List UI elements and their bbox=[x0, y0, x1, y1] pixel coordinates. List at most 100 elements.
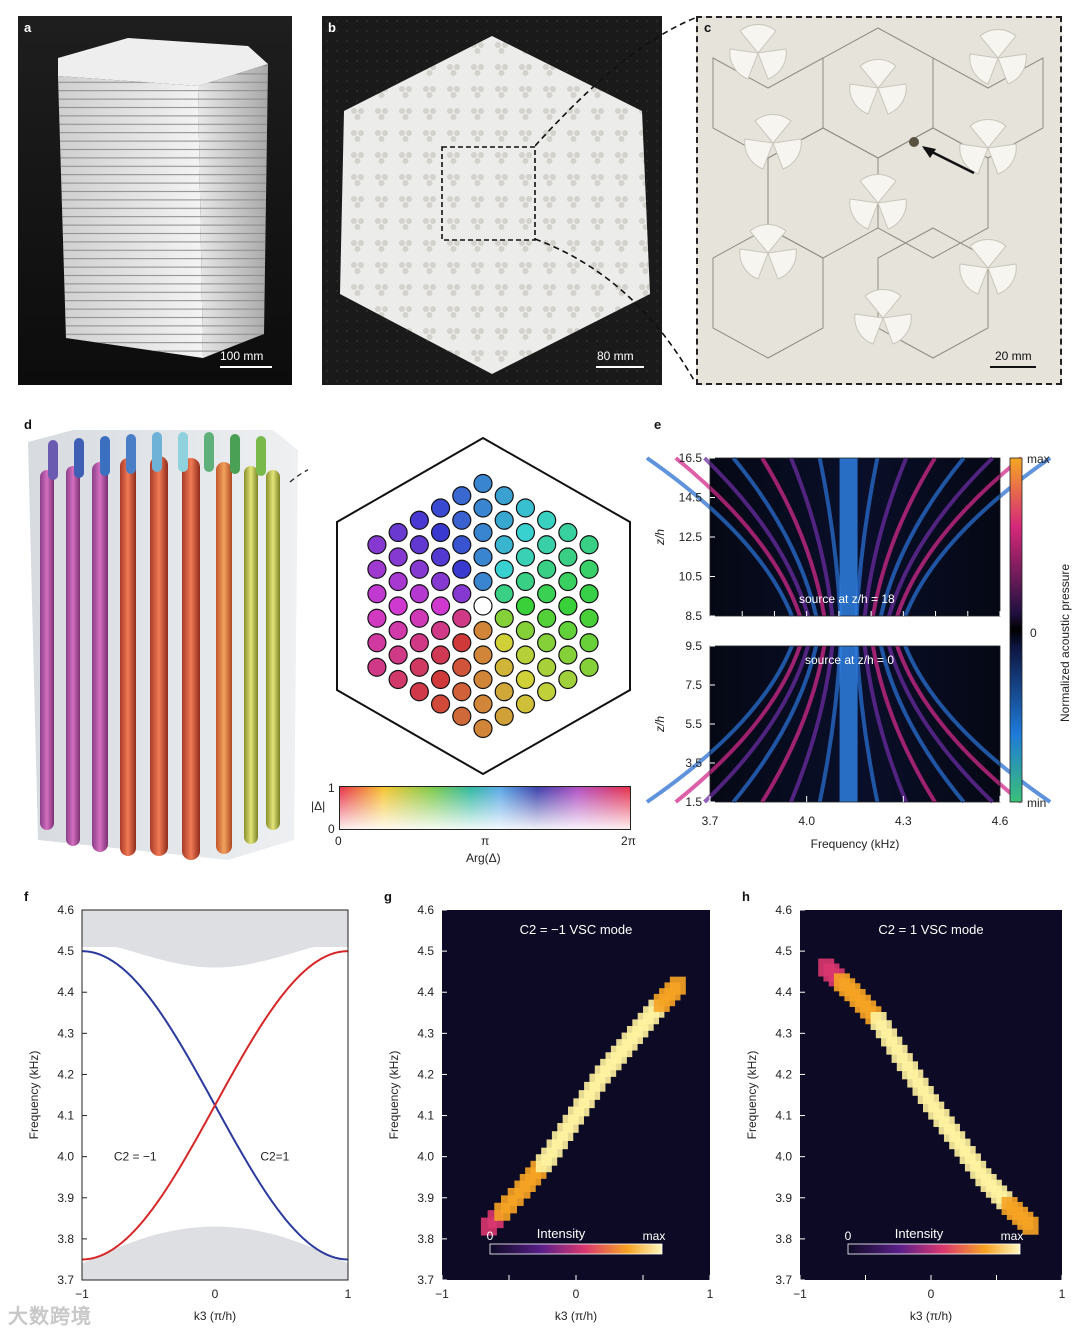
xtick-label: −1 bbox=[435, 1287, 449, 1301]
phase-dot bbox=[579, 633, 599, 653]
panel-label-b: b bbox=[328, 20, 336, 35]
ytick-label: 3.9 bbox=[417, 1191, 434, 1205]
pressure-fringe bbox=[731, 645, 819, 804]
xtick-label: −1 bbox=[793, 1287, 807, 1301]
pressure-fringe bbox=[854, 457, 880, 617]
phase-dot bbox=[452, 706, 472, 726]
phase-dot bbox=[430, 596, 451, 616]
phase-dot bbox=[494, 682, 514, 702]
phase-dot bbox=[430, 669, 451, 690]
phase-dot bbox=[494, 486, 514, 506]
phase-dot bbox=[494, 559, 514, 579]
phase-dot bbox=[558, 669, 578, 690]
phase-dot bbox=[579, 657, 599, 677]
phase-dot bbox=[515, 694, 536, 714]
pressure-fringe bbox=[817, 457, 843, 617]
e-ylabel: z/h bbox=[653, 716, 667, 733]
plot-frame bbox=[81, 909, 349, 1281]
phase-dot bbox=[515, 645, 536, 665]
ytick-label: 4.0 bbox=[775, 1150, 792, 1164]
phase-dot bbox=[367, 584, 387, 604]
ytick-label: 4.0 bbox=[417, 1150, 434, 1164]
pressure-fringe bbox=[862, 457, 909, 617]
phase-dot bbox=[409, 584, 429, 604]
phase-dot bbox=[367, 608, 387, 628]
e-ytick-label: 16.5 bbox=[679, 451, 703, 465]
phase-dot bbox=[537, 535, 557, 555]
ytick-label: 4.5 bbox=[775, 944, 792, 958]
phase-dot bbox=[537, 584, 557, 604]
phase-dot bbox=[409, 510, 429, 530]
pressure-fringe bbox=[870, 645, 937, 804]
phase-dot bbox=[388, 669, 408, 690]
pressure-fringe bbox=[789, 457, 835, 617]
pressure-beam bbox=[839, 458, 858, 616]
xtick-label: 1 bbox=[707, 1287, 714, 1301]
colorbar-title: Intensity bbox=[895, 1226, 944, 1241]
ytick-label: 3.8 bbox=[775, 1232, 792, 1246]
e-colorbar-max: max bbox=[1027, 452, 1050, 466]
panel-label-h: h bbox=[742, 889, 750, 904]
pressure-fringe bbox=[817, 645, 843, 803]
phase-dot bbox=[473, 694, 493, 714]
phase-dot bbox=[537, 608, 557, 628]
panel-label-g: g bbox=[384, 889, 392, 904]
phase-dot bbox=[579, 608, 599, 628]
upper-bulk-band bbox=[82, 910, 348, 968]
e-colorbar-label: Normalized acoustic pressure bbox=[1058, 563, 1072, 722]
pressure-fringe bbox=[731, 456, 819, 617]
phase-dot bbox=[515, 498, 536, 518]
ytick-label: 3.9 bbox=[775, 1191, 792, 1205]
phase-dot bbox=[473, 718, 493, 739]
phase-dot bbox=[494, 633, 514, 653]
scale-label-c: 20 mm bbox=[995, 349, 1032, 363]
phase-dot bbox=[367, 559, 387, 579]
phase-dot bbox=[558, 571, 578, 592]
phase-dot bbox=[558, 596, 578, 616]
ytick-label: 4.2 bbox=[417, 1067, 434, 1081]
phase-dot bbox=[452, 584, 472, 604]
e-ytick-label: 12.5 bbox=[679, 530, 703, 544]
measured-dispersion-h: 3.7 3.8 3.9 4.0 4.1 4.2 4.3 4.4 4.5 4.6 −1 0 1 k3 (π/… bbox=[745, 903, 1066, 1323]
ytick-label: 4.3 bbox=[57, 1026, 74, 1040]
zoom-connector-lines bbox=[535, 17, 696, 383]
xlabel: k3 (π/h) bbox=[555, 1309, 597, 1323]
phase-dot bbox=[515, 596, 536, 616]
phase-dot bbox=[473, 645, 493, 665]
hexagonal-plate-illustration bbox=[322, 16, 662, 385]
phase-dot bbox=[409, 682, 429, 702]
panel-label-e: e bbox=[654, 417, 662, 432]
intensity-colorbar bbox=[489, 1243, 663, 1255]
colorbar-max-label: max bbox=[643, 1229, 666, 1243]
ytick-label: 4.4 bbox=[417, 985, 434, 999]
phase-dot bbox=[430, 522, 451, 543]
ylabel: Frequency (kHz) bbox=[745, 1051, 759, 1140]
phase-dot bbox=[494, 584, 514, 604]
phase-dot bbox=[473, 669, 493, 690]
phase-dot bbox=[388, 547, 408, 567]
e-colorbar-mid: 0 bbox=[1030, 626, 1037, 640]
phase-dot bbox=[452, 657, 472, 677]
pressure-fringe bbox=[879, 456, 966, 617]
ytick-label: 4.6 bbox=[775, 903, 792, 917]
xtick-label: 0 bbox=[928, 1287, 935, 1301]
cylinder-array-3d bbox=[28, 430, 308, 860]
intensity-cell bbox=[669, 976, 686, 995]
order-parameter-hexagon bbox=[336, 436, 631, 776]
ytick-label: 3.9 bbox=[57, 1191, 74, 1205]
phase-dot bbox=[452, 559, 472, 579]
zoom-box bbox=[441, 146, 536, 241]
panel-label-a: a bbox=[24, 20, 32, 35]
unit-cell-closeup-illustration bbox=[712, 23, 1044, 359]
ytick-label: 4.6 bbox=[57, 903, 74, 917]
ytick-label: 4.1 bbox=[417, 1109, 434, 1123]
e-ytick-label: 10.5 bbox=[679, 570, 703, 584]
colorbar-max-label: max bbox=[1001, 1229, 1024, 1243]
phase-dot bbox=[579, 535, 599, 555]
band-structure-chart: 3.7 3.8 3.9 4.0 4.1 4.2 4.3 4.4 4.5 4.6 −1 0 1 k3 (π/… bbox=[27, 903, 352, 1323]
ytick-label: 4.4 bbox=[57, 985, 74, 999]
pressure-fringe bbox=[674, 456, 802, 617]
phase-dot bbox=[515, 547, 536, 567]
phase-dot bbox=[409, 535, 429, 555]
pressure-fringe bbox=[895, 456, 1023, 617]
